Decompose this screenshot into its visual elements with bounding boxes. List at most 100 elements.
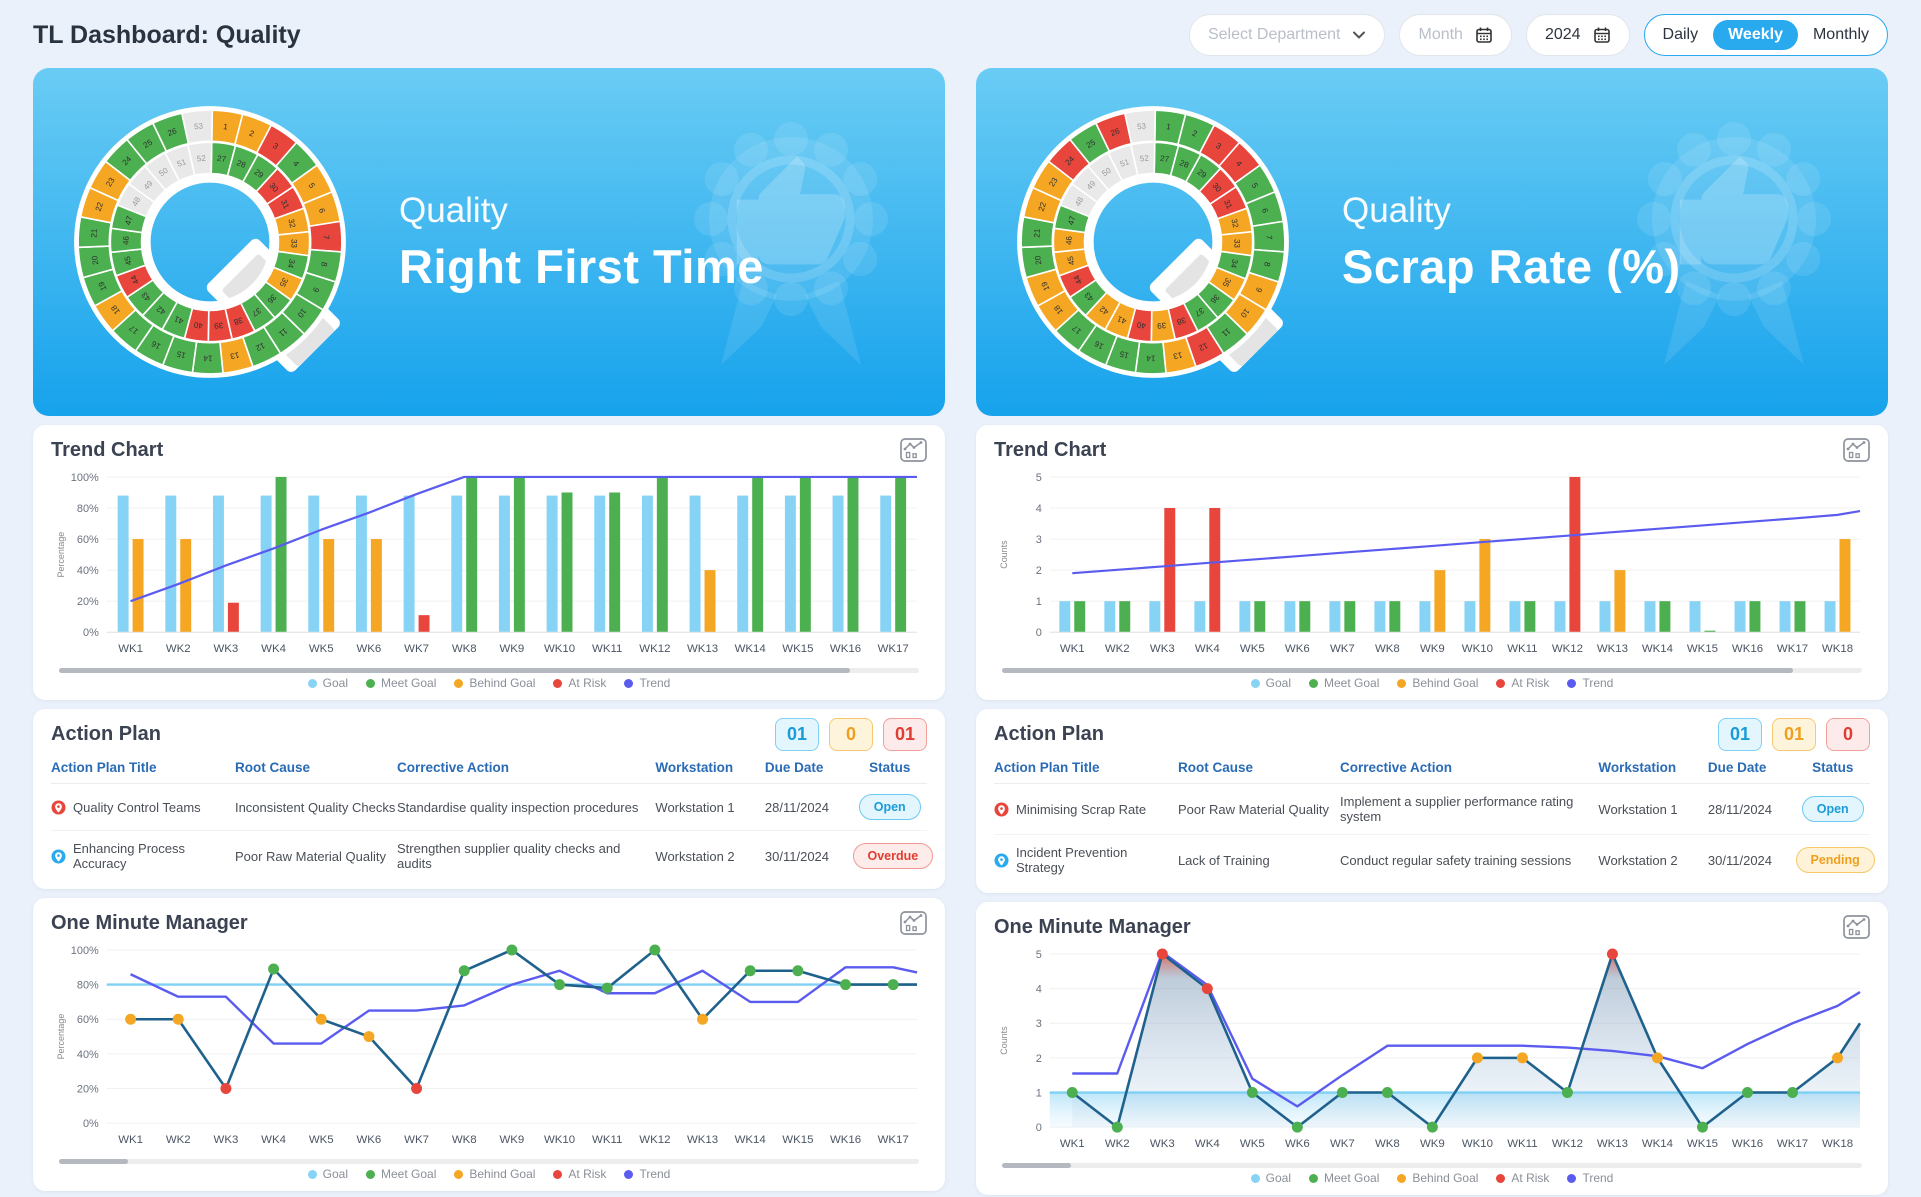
count-chip-overdue[interactable]: 0 [1826,717,1870,751]
action-plan-title: Action Plan [51,722,162,745]
svg-text:19: 19 [96,280,108,292]
q-status-wheel: 1234567891011121314151617181920212223242… [74,106,346,378]
svg-text:WK7: WK7 [404,1134,429,1146]
legend-item-trend[interactable]: Trend [624,676,670,690]
svg-text:40%: 40% [77,565,99,577]
chart-scrollbar-thumb[interactable] [59,1159,128,1165]
month-picker[interactable]: Month [1399,14,1512,56]
legend-item-risk[interactable]: At Risk [553,676,606,690]
chart-scrollbar-thumb[interactable] [1002,668,1794,674]
action-pin-icon [51,800,66,815]
chart-scrollbar[interactable] [59,1159,919,1165]
view-toggle-daily[interactable]: Daily [1662,26,1699,43]
chart-scrollbar[interactable] [1002,668,1862,674]
legend-item-behind[interactable]: Behind Goal [1397,676,1478,690]
chart-scrollbar-thumb[interactable] [59,668,851,674]
legend-dot [366,678,376,688]
due-date-cell: 30/11/2024 [1707,852,1773,868]
svg-text:WK5: WK5 [309,1134,334,1146]
svg-text:47: 47 [1066,215,1077,226]
count-chip-pending[interactable]: 01 [1772,717,1816,751]
svg-text:38: 38 [1175,315,1187,327]
data-point [1471,1052,1483,1064]
svg-text:45: 45 [123,255,134,266]
svg-text:3: 3 [1214,141,1223,151]
svg-text:1: 1 [223,122,229,132]
legend-item-risk[interactable]: At Risk [1496,1171,1549,1185]
svg-text:WK11: WK11 [1507,643,1537,655]
svg-text:6: 6 [317,207,327,214]
svg-text:WK2: WK2 [1105,1138,1130,1150]
combo-chart-icon[interactable] [1843,438,1870,462]
count-chip-open[interactable]: 01 [775,717,819,751]
legend-item-trend[interactable]: Trend [1567,1171,1613,1185]
svg-text:WK17: WK17 [1777,1138,1808,1150]
data-point [1336,1087,1348,1099]
svg-text:WK15: WK15 [1687,1138,1718,1150]
due-date-cell: 28/11/2024 [1707,801,1773,817]
legend-item-trend[interactable]: Trend [624,1167,670,1181]
chart-scrollbar[interactable] [59,668,919,674]
svg-text:WK1: WK1 [1060,643,1085,655]
count-chip-pending[interactable]: 0 [829,717,873,751]
trend-chart-title: Trend Chart [994,438,1107,461]
status-badge: Pending [1795,847,1875,874]
root-cause-cell: Poor Raw Material Quality [234,848,386,864]
department-select[interactable]: Select Department [1188,14,1386,56]
view-toggle-monthly[interactable]: Monthly [1812,26,1869,43]
action-plan-counts: 01 0 01 [775,717,927,751]
action-table-row[interactable]: Minimising Scrap Rate Poor Raw Material Q… [994,784,1870,836]
calendar-icon [1593,27,1610,43]
chart-scrollbar[interactable] [1002,1163,1862,1169]
action-table-row[interactable]: Quality Control Teams Inconsistent Qualit… [51,784,927,832]
svg-text:WK16: WK16 [1732,643,1763,655]
legend-item-goal[interactable]: Goal [307,676,348,690]
combo-chart-icon[interactable] [1843,915,1870,939]
svg-text:39: 39 [213,321,223,331]
legend-item-goal[interactable]: Goal [1250,676,1291,690]
data-point [601,982,613,994]
action-table-row[interactable]: Incident Prevention Strategy Lack of Trai… [994,835,1875,885]
action-table-row[interactable]: Enhancing Process Accuracy Poor Raw Mater… [51,831,934,881]
legend-item-behind[interactable]: Behind Goal [454,1167,535,1181]
svg-text:WK7: WK7 [1330,1138,1355,1150]
action-title-cell: Enhancing Process Accuracy [51,841,235,871]
svg-text:WK18: WK18 [1822,1138,1853,1150]
legend-item-meet[interactable]: Meet Goal [1309,676,1379,690]
legend-item-meet[interactable]: Meet Goal [366,676,436,690]
combo-chart-icon[interactable] [900,911,927,935]
legend-item-meet[interactable]: Meet Goal [366,1167,436,1181]
trend-chart-card: Trend Chart 0% 20% 40% 60% 80% 100% Percentage W… [33,425,945,701]
year-picker[interactable]: 2024 [1525,14,1630,56]
svg-text:53: 53 [1137,121,1147,131]
view-toggle-weekly[interactable]: Weekly [1713,20,1798,50]
svg-text:WK5: WK5 [309,643,334,655]
legend-item-behind[interactable]: Behind Goal [1397,1171,1478,1185]
svg-text:20%: 20% [77,1084,99,1096]
legend-item-risk[interactable]: At Risk [1496,676,1549,690]
legend-dot [553,678,563,688]
chart-scrollbar-thumb[interactable] [1002,1163,1071,1169]
count-chip-overdue[interactable]: 01 [883,717,927,751]
corrective-action-cell: Implement a supplier performance rating … [1340,794,1574,825]
legend-item-risk[interactable]: At Risk [553,1167,606,1181]
legend-item-behind[interactable]: Behind Goal [454,676,535,690]
legend-item-goal[interactable]: Goal [1250,1171,1291,1185]
page-title: TL Dashboard: Quality [33,20,301,49]
legend-item-meet[interactable]: Meet Goal [1309,1171,1379,1185]
hero-text: Quality Right First Time [399,191,764,294]
combo-chart-icon[interactable] [900,438,927,462]
svg-text:Percentage: Percentage [56,1014,66,1060]
column-header: Root Cause [1177,760,1253,776]
legend-item-goal[interactable]: Goal [307,1167,348,1181]
svg-text:WK10: WK10 [1462,643,1493,655]
svg-text:0: 0 [1036,627,1042,639]
svg-text:WK6: WK6 [357,643,382,655]
svg-text:31: 31 [1222,198,1234,211]
legend-item-trend[interactable]: Trend [1567,676,1613,690]
svg-text:41: 41 [1116,314,1128,326]
count-chip-open[interactable]: 01 [1718,717,1762,751]
trend-chart-svg: 0 1 2 3 4 5 Counts WK1 WK2 WK3 WK4 WK5 WK6 WK7 WK8 WK9 W… [999,472,1861,655]
data-point [697,1013,709,1025]
topbar-controls: Select Department Month 2024 Daily Weekly… [1188,14,1888,56]
